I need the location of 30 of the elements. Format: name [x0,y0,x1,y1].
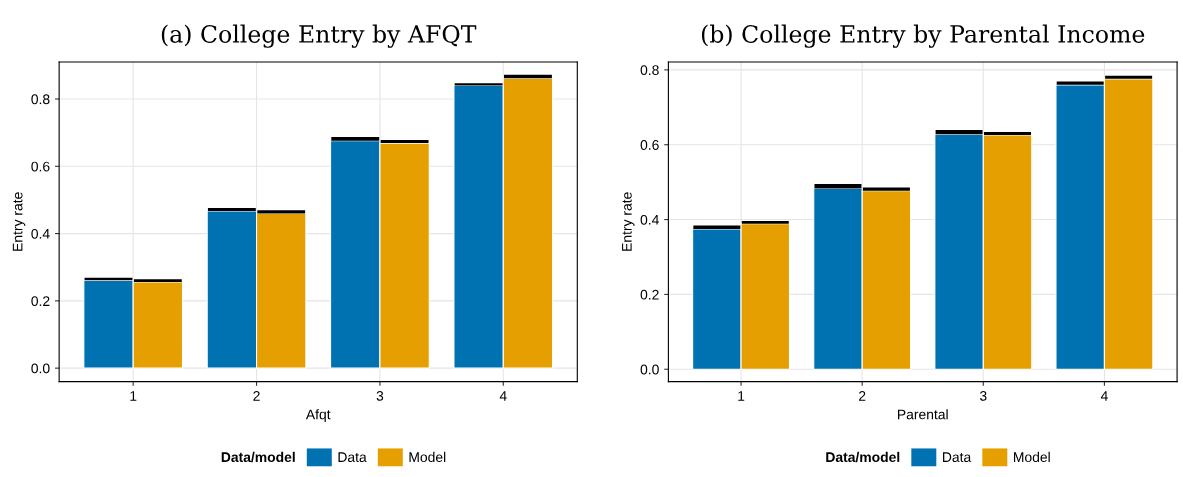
x-tick-label: 3 [376,390,384,401]
y-tick-label: 0.4 [640,214,659,225]
x-axis-title: Afqt [305,409,331,423]
y-tick-label: 0.8 [31,94,50,105]
y-tick-label: 0.2 [640,289,659,300]
x-tick-label: 4 [1100,391,1108,401]
legend-title: Data/model [221,451,295,463]
x-tick-label: 2 [859,390,866,401]
y-axis-title: Entry rate [622,192,635,251]
y-tick-label: 0.6 [31,161,50,172]
legend-label: Model [1014,451,1050,463]
x-tick-label: 3 [979,390,987,401]
chart-title: (b) College Entry by Parental Income [701,24,1145,48]
y-axis-title: Entry rate [12,192,26,251]
y-tick-label: 0.4 [31,228,50,239]
x-tick-label: 4 [499,391,507,401]
y-tick-label: 0.0 [31,363,50,374]
y-tick-label: 0.2 [31,296,50,307]
legend-title: Data/model [826,451,900,463]
legend-label: Model [409,451,446,463]
y-tick-label: 0.6 [640,140,659,150]
legend-label: Data [338,452,367,463]
x-axis-title: Parental [898,409,948,420]
x-tick-label: 1 [738,391,745,401]
chart-title: (a) College Entry by AFQT [161,24,477,48]
legend-label: Data [943,452,972,463]
x-tick-label: 2 [253,390,260,401]
y-tick-label: 0.0 [640,364,659,375]
y-tick-label: 0.8 [640,65,659,76]
x-tick-label: 1 [130,391,137,401]
